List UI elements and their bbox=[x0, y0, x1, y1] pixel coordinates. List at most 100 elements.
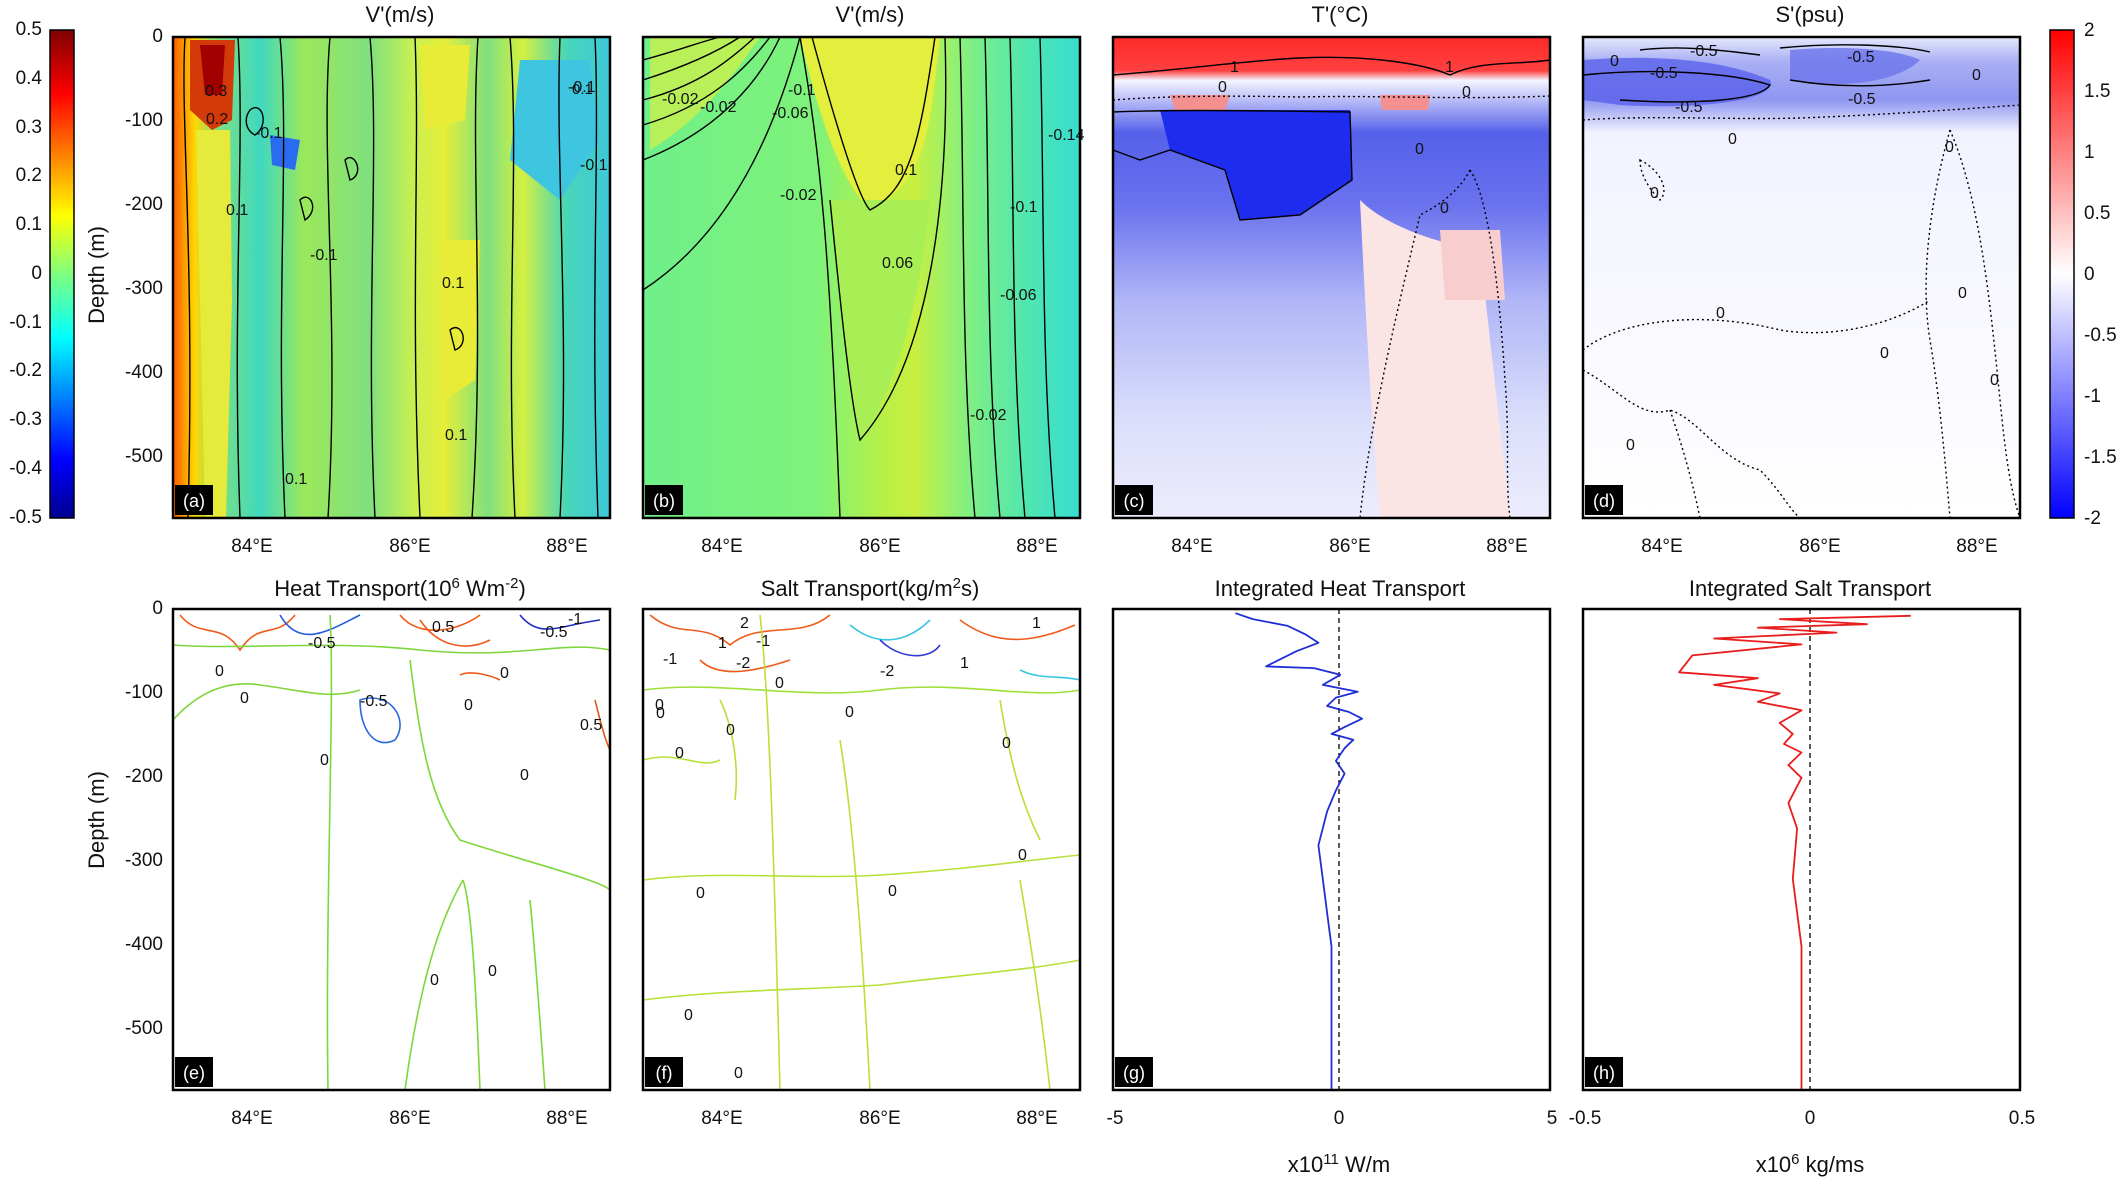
field-patch bbox=[196, 130, 232, 518]
contour-label: -0.1 bbox=[788, 82, 816, 99]
lon-tick: 84°E bbox=[1171, 536, 1212, 557]
colorbar-right-tick: 0.5 bbox=[2084, 203, 2110, 224]
field-patch bbox=[510, 60, 600, 200]
depth-tick: -300 bbox=[125, 850, 163, 871]
contour-label: 0.1 bbox=[226, 202, 248, 219]
colorbar-left-tick: -0.2 bbox=[9, 360, 42, 381]
panel-e: Heat Transport(106 Wm-2) -0.5 0.5 -0.5 -… bbox=[171, 575, 612, 1129]
colorbar-right-tick: 2 bbox=[2084, 20, 2095, 41]
lon-tick: 86°E bbox=[1799, 536, 1840, 557]
colorbar-right-tick: -1 bbox=[2084, 386, 2101, 407]
depth-tick: 0 bbox=[152, 598, 163, 619]
series-group bbox=[1235, 612, 1363, 1090]
field-patch bbox=[1170, 95, 1230, 110]
panel-tag-box bbox=[175, 1057, 213, 1087]
contour-label: -0.1 bbox=[1010, 199, 1038, 216]
colorbar-right-tick: -0.5 bbox=[2084, 325, 2117, 346]
panel-frame bbox=[171, 607, 612, 1092]
contour-label: 0.2 bbox=[206, 111, 228, 128]
contour-labels: -0.02 -0.02 -0.1 -0.06 0.1 0.06 -0.14 -0… bbox=[662, 82, 1085, 424]
contour-label: -0.5 bbox=[1675, 99, 1703, 116]
contour-label: -0.5 bbox=[1848, 91, 1876, 108]
x-axis-label-text: x10 bbox=[1288, 1152, 1323, 1177]
panel-tag-box bbox=[645, 485, 683, 515]
contour-label: 0 bbox=[888, 883, 897, 900]
x-tick: -5 bbox=[1107, 1108, 1124, 1129]
contour-label: 0 bbox=[684, 1007, 693, 1024]
contour-label: 0 bbox=[1945, 139, 1954, 156]
panel-tag: (a) bbox=[183, 491, 205, 511]
colorbar-left-ticks: 0.5 0.4 0.3 0.2 0.1 0 -0.1 -0.2 -0.3 -0.… bbox=[9, 19, 42, 528]
contour-label: 1 bbox=[1230, 59, 1239, 76]
lon-tick: 84°E bbox=[231, 536, 272, 557]
contour-label: 0 bbox=[488, 963, 497, 980]
contour-label: 0 bbox=[240, 690, 249, 707]
panel-title: S'(psu) bbox=[1776, 2, 1845, 27]
depth-tick: -200 bbox=[125, 194, 163, 215]
colorbar-left-tick: 0 bbox=[31, 263, 42, 284]
x-ticks: 84°E 86°E 88°E bbox=[1641, 536, 1997, 557]
contour-label: -0.5 bbox=[360, 693, 388, 710]
panel-title: Integrated Salt Transport bbox=[1689, 576, 1931, 601]
field-patch bbox=[1440, 230, 1505, 300]
depth-tick: -400 bbox=[125, 934, 163, 955]
contour-labels: 2 1 -1 -1 -2 -2 1 1 0 0 0 0 0 0 0 0 0 0 … bbox=[655, 615, 1041, 1082]
panel-title: V'(m/s) bbox=[836, 2, 905, 27]
colorbar-left-tick: 0.2 bbox=[16, 165, 42, 186]
contour-label: 0 bbox=[1626, 437, 1635, 454]
panel-tag: (h) bbox=[1593, 1063, 1615, 1083]
contour-label: 1 bbox=[960, 655, 969, 672]
contour-label: 0 bbox=[845, 704, 854, 721]
panel-tag-box bbox=[645, 1057, 683, 1087]
panel-frame bbox=[1581, 607, 2022, 1092]
colorbar-right-tick: 0 bbox=[2084, 264, 2095, 285]
x-axis-label-text: W/m bbox=[1339, 1152, 1390, 1177]
panel-tag: (g) bbox=[1123, 1063, 1145, 1083]
contour-label: 0.3 bbox=[205, 83, 227, 100]
lon-tick: 84°E bbox=[701, 1108, 742, 1129]
panel-h: Integrated Salt Transport (h) -0.5 0 0.5… bbox=[1569, 576, 2036, 1177]
panel-title-sup: -2 bbox=[505, 575, 518, 592]
depth-tick: 0 bbox=[152, 26, 163, 47]
contour-label: 0.06 bbox=[882, 255, 913, 272]
panel-g: Integrated Heat Transport (g) -5 0 5 x10… bbox=[1107, 576, 1558, 1177]
contour-label: -0.5 bbox=[308, 635, 336, 652]
panel-tag-box bbox=[1585, 1057, 1623, 1087]
colorbar-left: 0.5 0.4 0.3 0.2 0.1 0 -0.1 -0.2 -0.3 -0.… bbox=[9, 19, 75, 528]
x-tick: 0 bbox=[1334, 1108, 1345, 1129]
x-axis-label-text: kg/ms bbox=[1800, 1152, 1865, 1177]
x-tick: 5 bbox=[1547, 1108, 1558, 1129]
contour-label: 0 bbox=[464, 697, 473, 714]
depth-tick: -200 bbox=[125, 766, 163, 787]
panel-tag-box bbox=[1585, 485, 1623, 515]
panel-title: Integrated Heat Transport bbox=[1215, 576, 1466, 601]
panel-tag-box bbox=[175, 485, 213, 515]
field-patch bbox=[1790, 48, 1920, 84]
contour-labels: 1 0 1 0 0 0 bbox=[1218, 59, 1471, 217]
lon-tick: 84°E bbox=[701, 536, 742, 557]
contour-label: 0 bbox=[1716, 305, 1725, 322]
contour-label: -2 bbox=[736, 655, 750, 672]
colorbar-left-tick: -0.5 bbox=[9, 507, 42, 528]
colorbar-left-tick: 0.4 bbox=[16, 68, 43, 89]
contour-labels: 0.3 0.2 -0.1 -0.1 0.1 -0.1 0.1 0.1 -0.1 … bbox=[205, 79, 608, 488]
depth-tick: -100 bbox=[125, 110, 163, 131]
field-patch bbox=[200, 45, 225, 95]
colorbar-right: 2 1.5 1 0.5 0 -0.5 -1 -1.5 -2 bbox=[2049, 20, 2117, 529]
panel-tag-box bbox=[1115, 1057, 1153, 1087]
panel-tag: (f) bbox=[656, 1063, 673, 1083]
colorbar-left-tick: 0.5 bbox=[16, 19, 42, 40]
contour-label: 0 bbox=[1990, 372, 1999, 389]
contour-label: 0 bbox=[215, 663, 224, 680]
x-axis-label-sup: 6 bbox=[1791, 1151, 1799, 1168]
contour-label: -0.5 bbox=[1690, 43, 1718, 60]
contour-label: 0.5 bbox=[580, 717, 602, 734]
contour-label: -0.5 bbox=[540, 624, 568, 641]
depth-tick: -500 bbox=[125, 1018, 163, 1039]
x-ticks: 84°E 86°E 88°E bbox=[1171, 536, 1527, 557]
x-axis-label-text: x10 bbox=[1756, 1152, 1791, 1177]
contour-label: 0 bbox=[520, 767, 529, 784]
contour-label: 0.1 bbox=[442, 275, 464, 292]
contour-label: 0 bbox=[430, 972, 439, 989]
x-ticks: 84°E 86°E 88°E bbox=[231, 1108, 587, 1129]
